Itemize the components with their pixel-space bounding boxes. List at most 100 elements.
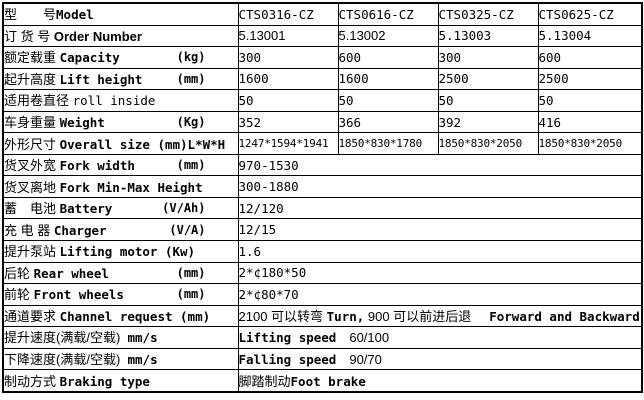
capacity-value-3: 300 (437, 46, 539, 69)
charger-label-en: Charger (53, 222, 107, 238)
charger-label-zh: 充 电 器 (4, 222, 54, 238)
row-overall-size: 外形尺寸 Overall size (mm)L*W*H 1247*1594*19… (2, 132, 643, 155)
battery-label-en: Battery (59, 201, 113, 217)
row-order-number: 订 货 号 Order Number 5.13001 5.13002 5.130… (2, 24, 643, 48)
row-model: 型 号Model CTS0316-CZ CTS0616-CZ CTS0325-C… (2, 2, 643, 26)
lifting-speed-label-cell: 提升速度(满载/空载) mm/s (2, 326, 239, 349)
channel-request-label-en: Channel request (mm) (59, 308, 211, 324)
spec-table: 型 号Model CTS0316-CZ CTS0616-CZ CTS0325-C… (2, 2, 643, 393)
rear-wheel-unit: (mm) (176, 265, 206, 280)
roll-inside-label-cell: 适用卷直径 roll inside (2, 89, 239, 112)
row-braking-type: 制动方式 Braking type 脚踏制动Foot brake (2, 369, 643, 393)
model-label-zh: 型 号 (4, 7, 57, 23)
order-label-en: Order Number (53, 28, 142, 44)
braking-type-label-en: Braking type (59, 373, 150, 389)
battery-value: 12/120 (237, 196, 643, 220)
row-roll-inside: 适用卷直径 roll inside 50 50 50 50 (2, 89, 643, 112)
model-value-3: CTS0325-CZ (437, 2, 539, 26)
battery-label-cell: 蓄 电池 Battery (V/Ah) (2, 196, 239, 220)
roll-inside-value-1: 50 (237, 89, 339, 112)
front-wheels-label-en: Front wheels (33, 287, 124, 303)
lifting-speed-value: Lifting speed 60/100 (237, 326, 643, 349)
charger-value: 12/15 (237, 218, 643, 242)
order-label-zh: 订 货 号 (4, 28, 54, 44)
row-front-wheels: 前轮 Front wheels (mm) 2*¢80*70 (2, 283, 643, 306)
row-lifting-motor: 提升泵站 Lifting motor (Kw) 1.6 (2, 240, 643, 263)
front-wheels-label-cell: 前轮 Front wheels (mm) (2, 283, 239, 306)
braking-type-en-text: Foot brake (290, 374, 366, 390)
lifting-motor-value: 1.6 (237, 240, 643, 263)
lift-height-label-cell: 起升高度 Lift height (mm) (2, 67, 239, 91)
lifting-speed-label-zh: 提升速度(满载/空载) (4, 330, 128, 346)
row-charger: 充 电 器 Charger (V/A) 12/15 (2, 218, 643, 242)
weight-label-cell: 车身重量 Weight (Kg) (2, 110, 239, 134)
weight-label-en: Weight (59, 115, 105, 131)
lift-height-unit: (mm) (176, 71, 206, 86)
lifting-motor-label-en: Lifting motor (Kw) (59, 244, 196, 260)
lifting-speed-label-en: mm/s (127, 330, 158, 346)
row-fork-min-max: 货叉离地 Fork Min-Max Height 300-1880 (2, 175, 643, 198)
braking-type-value: 脚踏制动Foot brake (237, 369, 643, 393)
order-value-4: 5.13004 (537, 24, 643, 48)
channel-request-mid: 900 可以前进后退 (364, 309, 472, 325)
capacity-value-4: 600 (537, 46, 643, 69)
row-battery: 蓄 电池 Battery (V/Ah) 12/120 (2, 196, 643, 220)
roll-inside-label-zh: 适用卷直径 (4, 93, 73, 109)
row-lifting-speed: 提升速度(满载/空载) mm/s Lifting speed 60/100 (2, 326, 643, 349)
lifting-motor-label-zh: 提升泵站 (4, 244, 60, 260)
front-wheels-label-zh: 前轮 (4, 287, 34, 303)
lift-height-value-3: 2500 (437, 67, 539, 91)
battery-value-text: 12/120 (238, 200, 284, 216)
capacity-label-zh: 额定载重 (4, 50, 60, 66)
fork-width-label-zh: 货叉外宽 (4, 158, 60, 174)
row-rear-wheel: 后轮 Rear wheel (mm) 2*¢180*50 (2, 261, 643, 285)
overall-size-value-3: 1850*830*2050 (437, 132, 539, 155)
roll-inside-value-2: 50 (337, 89, 439, 112)
rear-wheel-label-en: Rear wheel (33, 265, 109, 281)
front-wheels-value: 2*¢80*70 (237, 283, 643, 306)
fork-width-value-text: 970-1530 (238, 157, 299, 173)
fork-width-value: 970-1530 (237, 153, 643, 177)
capacity-label-cell: 额定载重 Capacity (kg) (2, 46, 239, 69)
braking-type-label-cell: 制动方式 Braking type (2, 369, 239, 393)
row-capacity: 额定载重 Capacity (kg) 300 600 300 600 (2, 46, 643, 69)
braking-type-zh-text: 脚踏制动 (238, 374, 291, 390)
model-label-en: Model (56, 7, 94, 23)
fork-min-max-value-text: 300-1880 (238, 179, 299, 195)
fork-min-max-label-en: Fork Min-Max Height (59, 179, 203, 195)
roll-inside-label-en: roll inside (72, 93, 156, 109)
order-label-cell: 订 货 号 Order Number (2, 24, 239, 48)
lifting-speed-text: Lifting speed (238, 329, 337, 345)
lift-height-value-4: 2500 (537, 67, 643, 91)
model-label-cell: 型 号Model (2, 2, 239, 26)
order-value-2: 5.13002 (337, 24, 439, 48)
rear-wheel-label-cell: 后轮 Rear wheel (mm) (2, 261, 239, 285)
falling-speed-text: Falling speed (238, 351, 337, 367)
front-wheels-unit: (mm) (176, 287, 206, 302)
falling-speed-numbers: 90/70 (349, 351, 382, 367)
rear-wheel-label-zh: 后轮 (4, 265, 34, 281)
lifting-speed-numbers: 60/100 (349, 329, 390, 345)
charger-unit: (V/A) (169, 222, 206, 237)
fork-min-max-value: 300-1880 (237, 175, 643, 198)
channel-request-forward-backward: Forward and Backward (489, 309, 640, 325)
fork-min-max-label-zh: 货叉离地 (4, 179, 60, 195)
overall-size-value-4: 1850*830*2050 (537, 132, 643, 155)
roll-inside-value-3: 50 (437, 89, 539, 112)
charger-value-text: 12/15 (238, 222, 277, 238)
capacity-label-en: Capacity (59, 50, 120, 66)
front-wheels-value-text: 2*¢80*70 (238, 286, 299, 302)
falling-speed-label-zh: 下降速度(满载/空载) (4, 352, 128, 368)
overall-size-value-2: 1850*830*1780 (337, 132, 439, 155)
fork-min-max-label-cell: 货叉离地 Fork Min-Max Height (2, 175, 239, 198)
row-fork-width: 货叉外宽 Fork width (mm) 970-1530 (2, 153, 643, 177)
charger-label-cell: 充 电 器 Charger (V/A) (2, 218, 239, 242)
channel-request-label-cell: 通道要求 Channel request (mm) (2, 304, 239, 328)
capacity-value-1: 300 (237, 46, 339, 69)
channel-request-label-zh: 通道要求 (4, 308, 60, 324)
overall-size-label-cell: 外形尺寸 Overall size (mm)L*W*H (2, 132, 239, 155)
overall-size-label-zh: 外形尺寸 (4, 136, 60, 152)
fork-width-label-en: Fork width (59, 158, 135, 174)
model-value-1: CTS0316-CZ (237, 2, 339, 26)
